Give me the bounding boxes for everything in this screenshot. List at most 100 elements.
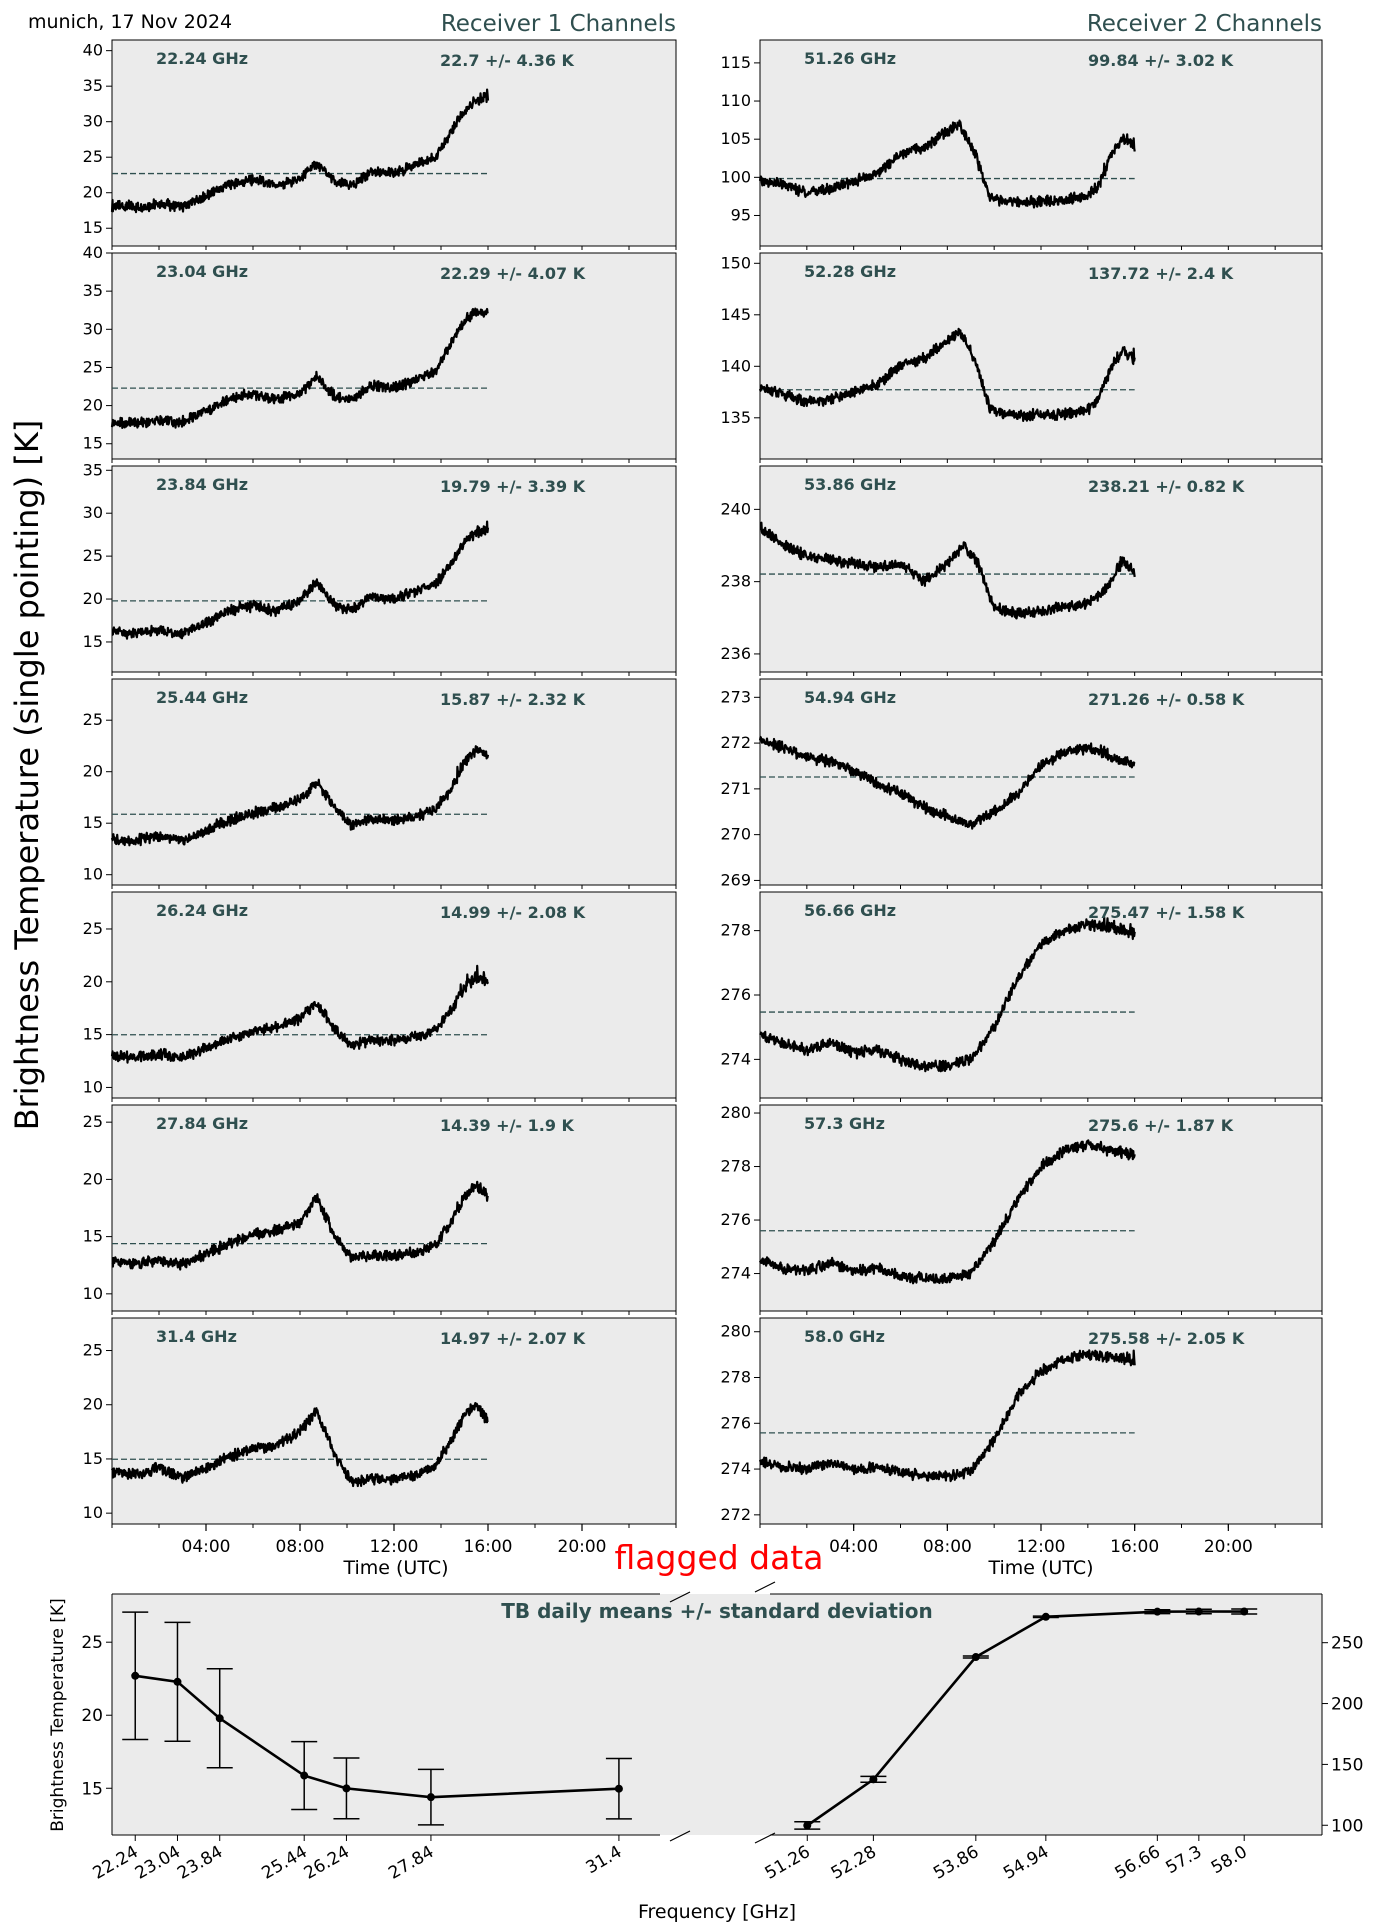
y-tick-label: 15 [83,434,103,453]
means-left-y-tick-label: 15 [81,1779,103,1799]
y-tick-label: 15 [83,1025,103,1044]
channel-frequency-label: 56.66 GHz [804,901,896,920]
channel-stat-label: 275.6 +/- 1.87 K [1088,1116,1234,1135]
y-tick-label: 276 [720,1413,751,1432]
y-tick-label: 10 [83,1284,103,1303]
means-left-y-tick-label: 20 [81,1706,103,1726]
channel-series-line [758,119,1136,209]
y-tick-label: 280 [720,1322,751,1341]
y-tick-label: 10 [83,1503,103,1522]
y-tick-label: 272 [720,733,751,752]
channel-stat-label: 22.7 +/- 4.36 K [440,51,575,70]
y-tick-label: 240 [720,499,751,518]
channel-stat-label: 14.97 +/- 2.07 K [440,1329,586,1348]
y-tick-label: 276 [720,1210,751,1229]
channel-frequency-label: 57.3 GHz [804,1114,885,1133]
channel-stat-label: 275.58 +/- 2.05 K [1088,1329,1245,1348]
time-tick-label: 04:00 [829,1537,878,1557]
channel-panel: 269 270 271 272 273 54.94 GHz 271.26 +/- 0.58 … [720,678,1323,889]
means-right-y-tick-label: 200 [1331,1695,1363,1715]
flagged-data-label: flagged data [615,1538,824,1577]
time-tick-label: 16:00 [1110,1537,1159,1557]
channel-frequency-label: 27.84 GHz [156,1114,248,1133]
channel-series-line [111,1180,490,1271]
panel-frame [111,1317,677,1525]
y-tick-label: 20 [83,396,103,415]
channel-stat-label: 271.26 +/- 0.58 K [1088,690,1245,709]
channel-panel: 274 276 278 280 57.3 GHz 275.6 +/- 1.87 K [720,1103,1323,1315]
y-tick-label: 20 [83,1395,103,1414]
y-tick-label: 40 [83,41,103,60]
y-tick-label: 140 [720,356,751,375]
y-tick-label: 15 [83,1227,103,1246]
channel-panel: 274 276 278 56.66 GHz 275.47 +/- 1.58 K [720,891,1323,1102]
y-tick-label: 20 [83,183,103,202]
y-tick-label: 10 [83,1077,103,1096]
means-background [112,1594,1322,1835]
y-tick-label: 20 [83,1169,103,1188]
receiver2-title: Receiver 2 Channels [1087,11,1322,37]
mean-point [1153,1607,1162,1616]
channel-series-line [110,745,490,847]
channel-frequency-label: 31.4 GHz [156,1327,237,1346]
y-tick-label: 25 [83,710,103,729]
time-tick-label: 16:00 [464,1537,513,1557]
mean-point [131,1671,140,1680]
mean-point [971,1653,980,1662]
time-tick-label: 20:00 [558,1537,607,1557]
means-right-y-tick-label: 100 [1331,1816,1363,1836]
y-tick-label: 30 [83,112,103,131]
channel-panels: 15 20 25 30 35 40 22.24 GHz 22.7 +/- 4.36 K 15 20… [83,39,1323,1557]
channel-series-line [110,964,489,1064]
mean-point [1194,1607,1203,1616]
means-right-y-tick-label: 250 [1331,1634,1363,1654]
channel-stat-label: 238.21 +/- 0.82 K [1088,477,1245,496]
panel-frame [759,39,1323,247]
y-tick-label: 100 [720,167,751,186]
y-tick-label: 236 [720,644,751,663]
y-tick-label: 274 [720,1459,751,1478]
y-tick-label: 20 [83,762,103,781]
channel-panel: 15 20 25 30 35 40 22.24 GHz 22.7 +/- 4.36 K [83,39,677,250]
panel-frame [111,39,677,247]
y-tick-label: 135 [720,408,751,427]
y-tick-label: 30 [83,503,103,522]
channel-panel: 10 15 20 25 25.44 GHz 15.87 +/- 2.32 K [83,678,677,889]
panel-frame [111,678,677,886]
mean-point [300,1771,309,1780]
time-tick-label: 20:00 [1204,1537,1253,1557]
channel-panel: 236 238 240 53.86 GHz 238.21 +/- 0.82 K [720,465,1323,676]
channel-series-line [758,1349,1136,1483]
y-tick-label: 278 [720,921,751,940]
channel-stat-label: 15.87 +/- 2.32 K [440,690,586,709]
means-title: TB daily means +/- standard deviation [501,1599,933,1623]
y-tick-label: 278 [720,1157,751,1176]
panel-frame [111,1104,677,1312]
mean-point [1240,1607,1249,1616]
channel-stat-label: 137.72 +/- 2.4 K [1088,264,1234,283]
y-tick-label: 30 [83,319,103,338]
axis-break-mark [754,1581,776,1593]
mean-point [869,1775,878,1784]
channel-panel: 15 20 25 30 35 40 23.04 GHz 22.29 +/- 4.07 K [83,243,677,463]
y-tick-label: 272 [720,1505,751,1524]
time-tick-label: 12:00 [370,1537,419,1557]
x-axis-label-left: Time (UTC) [342,1557,448,1579]
panel-frame [759,1317,1323,1525]
panel-frame [759,1104,1323,1312]
mean-point [614,1784,623,1793]
channel-panel: 15 20 25 30 35 23.84 GHz 19.79 +/- 3.39 K [83,460,677,676]
y-tick-label: 25 [83,357,103,376]
mean-point [215,1714,224,1723]
channel-stat-label: 14.39 +/- 1.9 K [440,1116,575,1135]
channel-stat-label: 19.79 +/- 3.39 K [440,477,586,496]
y-tick-label: 270 [720,825,751,844]
y-tick-label: 150 [720,253,751,272]
channel-stat-label: 275.47 +/- 1.58 K [1088,903,1245,922]
mean-point [173,1677,182,1686]
y-tick-label: 115 [720,53,751,72]
receiver1-title: Receiver 1 Channels [441,11,676,37]
means-x-axis-label: Frequency [GHz] [638,1901,796,1923]
channel-panel: 95 100 105 110 115 51.26 GHz 99.84 +/- 3.02 K [720,39,1323,250]
means-left-y-tick-label: 25 [81,1633,103,1653]
